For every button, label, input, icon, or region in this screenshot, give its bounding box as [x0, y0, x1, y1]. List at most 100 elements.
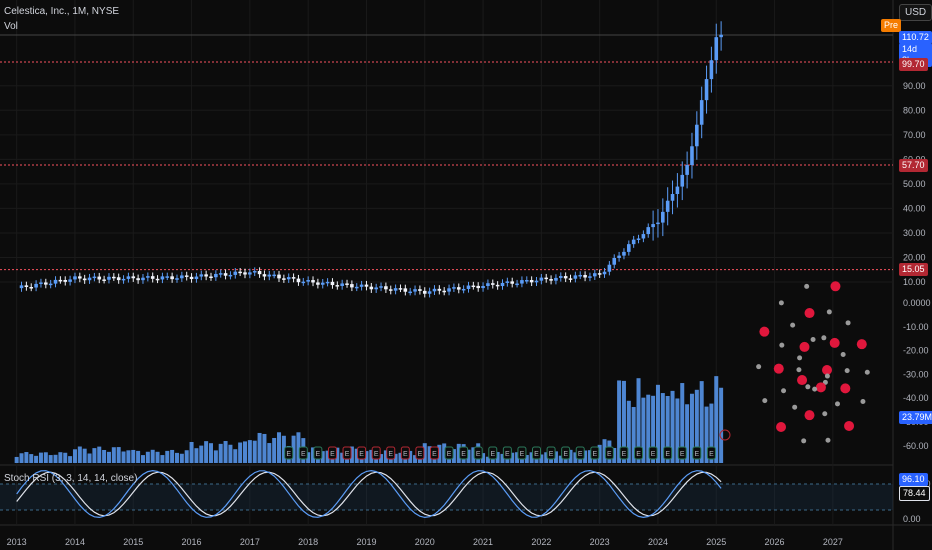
volume-bar: [369, 449, 374, 463]
candle: [223, 273, 228, 276]
volume-bar: [145, 451, 150, 463]
candle: [350, 284, 354, 288]
candle: [19, 285, 24, 289]
logo-dot: [824, 373, 830, 379]
volume-bar: [442, 443, 447, 463]
candle: [82, 278, 87, 281]
candle: [651, 224, 655, 228]
logo-dot: [797, 375, 808, 386]
candle: [150, 276, 155, 279]
candle: [218, 273, 223, 275]
candle: [690, 146, 694, 166]
volume-bar: [354, 448, 359, 463]
candle: [695, 124, 699, 147]
earnings-marker-label: E: [622, 451, 627, 458]
volume-bar: [136, 450, 141, 463]
candle: [607, 264, 612, 272]
candle: [146, 276, 150, 278]
candle: [24, 285, 29, 287]
volume-bar: [568, 449, 573, 463]
candle: [243, 272, 247, 275]
logo-dot: [779, 342, 785, 348]
price-tick-label: 70.00: [903, 130, 926, 140]
volume-bar: [660, 393, 665, 463]
candle: [277, 274, 281, 279]
x-tick-label: 2014: [65, 537, 85, 547]
volume-bar: [466, 449, 471, 463]
logo-dot: [822, 365, 832, 375]
volume-bar: [408, 450, 413, 463]
candle: [228, 274, 233, 277]
volume-bar: [675, 398, 680, 463]
candle: [44, 282, 48, 285]
candle: [529, 280, 534, 283]
logo-dot: [840, 383, 851, 394]
volume-bar: [82, 448, 87, 463]
candle: [495, 284, 500, 287]
candle: [505, 281, 510, 283]
volume-bar: [29, 454, 34, 463]
volume-bar: [612, 447, 617, 463]
candle: [311, 280, 315, 283]
volume-bar: [349, 446, 354, 463]
earnings-marker: [517, 446, 527, 460]
volume-bar: [481, 453, 486, 463]
earnings-marker-label: E: [447, 451, 452, 458]
volume-bar: [398, 452, 403, 463]
volume-bar: [53, 454, 58, 463]
secondary-tick-label: -40.00: [903, 393, 929, 403]
candle: [573, 275, 578, 279]
candle: [408, 291, 412, 294]
volume-bar: [699, 381, 704, 463]
volume-bar: [456, 443, 461, 463]
volume-bar: [427, 446, 432, 463]
candle: [131, 276, 136, 279]
earnings-marker-label: E: [418, 451, 423, 458]
volume-bar: [184, 450, 189, 463]
earnings-marker-label: E: [359, 451, 364, 458]
rsi-k-line: [16, 469, 722, 519]
volume-bar: [685, 404, 690, 463]
earnings-marker-label: E: [388, 451, 393, 458]
logo-dot: [844, 420, 855, 431]
volume-bar: [544, 452, 549, 463]
volume-bar: [14, 456, 19, 463]
candle: [597, 273, 602, 275]
logo-dot: [810, 337, 816, 343]
volume-bar: [383, 450, 388, 463]
x-tick-label: 2025: [706, 537, 726, 547]
logo-dot: [801, 438, 807, 444]
candle: [661, 211, 665, 223]
earnings-marker: [634, 446, 644, 460]
earnings-marker-label: E: [694, 451, 699, 458]
candle: [646, 227, 651, 235]
volume-bar: [194, 448, 199, 463]
volume-bar: [38, 452, 43, 463]
earnings-marker-label: E: [651, 451, 656, 458]
earnings-marker: [575, 446, 585, 460]
logo-dot: [796, 367, 802, 373]
logo-dot: [860, 398, 866, 404]
price-tick-label: 20.00: [903, 252, 926, 262]
volume-bar: [179, 453, 184, 463]
candle: [160, 276, 165, 280]
candle: [466, 285, 471, 289]
candle: [665, 200, 670, 212]
earnings-marker: [473, 446, 483, 460]
logo-dot: [781, 388, 787, 394]
earnings-marker: [459, 446, 469, 460]
candle: [136, 278, 140, 281]
x-tick-label: 2018: [298, 537, 318, 547]
currency-button[interactable]: USD: [899, 4, 932, 21]
volume-bar: [281, 435, 286, 463]
logo-dot: [812, 386, 818, 392]
candle: [92, 276, 97, 279]
logo-dot: [797, 355, 803, 361]
symbol-title: Celestica, Inc., 1M, NYSE: [4, 6, 120, 17]
candle: [534, 280, 539, 283]
logo-dot: [845, 320, 851, 326]
candle: [549, 279, 553, 281]
earnings-marker: [561, 446, 571, 460]
candle: [447, 288, 451, 292]
